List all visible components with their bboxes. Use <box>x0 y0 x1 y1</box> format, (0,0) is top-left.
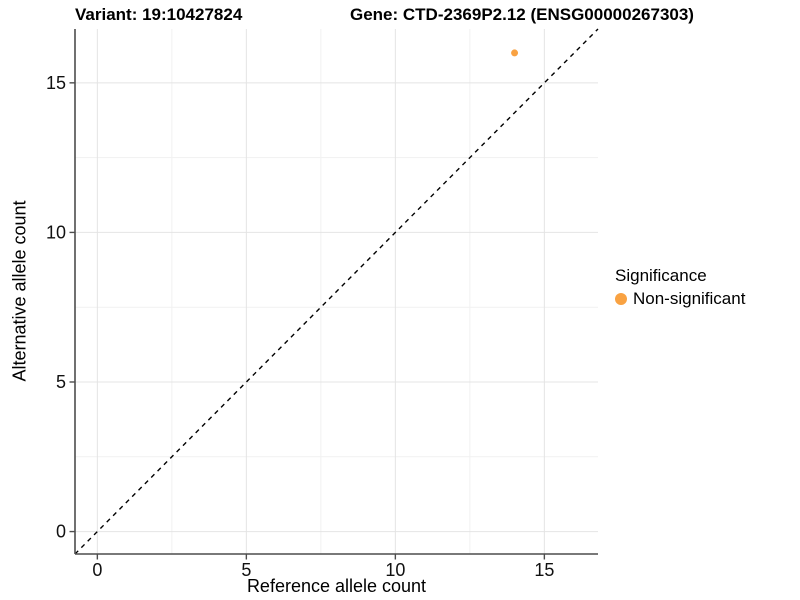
x-tick-label: 0 <box>92 560 102 580</box>
x-tick-label: 15 <box>534 560 554 580</box>
legend: Significance Non-significant <box>615 266 745 309</box>
variant-title: Variant: 19:10427824 <box>75 5 243 24</box>
gene-title: Gene: CTD-2369P2.12 (ENSG00000267303) <box>350 5 694 24</box>
identity-line <box>74 28 599 555</box>
legend-point-icon <box>615 293 627 305</box>
y-tick-label: 10 <box>46 222 66 242</box>
x-tick-label: 5 <box>241 560 251 580</box>
y-axis-title: Alternative allele count <box>9 200 30 382</box>
y-tick-label: 5 <box>56 372 66 392</box>
y-tick-label: 15 <box>46 73 66 93</box>
x-tick-label: 10 <box>385 560 405 580</box>
data-point <box>511 49 519 57</box>
legend-item-label: Non-significant <box>633 289 746 308</box>
x-axis-title: Reference allele count <box>246 576 427 596</box>
y-tick-label: 0 <box>56 522 66 542</box>
legend-item-non-significant: Non-significant <box>615 289 745 309</box>
legend-title: Significance <box>615 266 707 285</box>
